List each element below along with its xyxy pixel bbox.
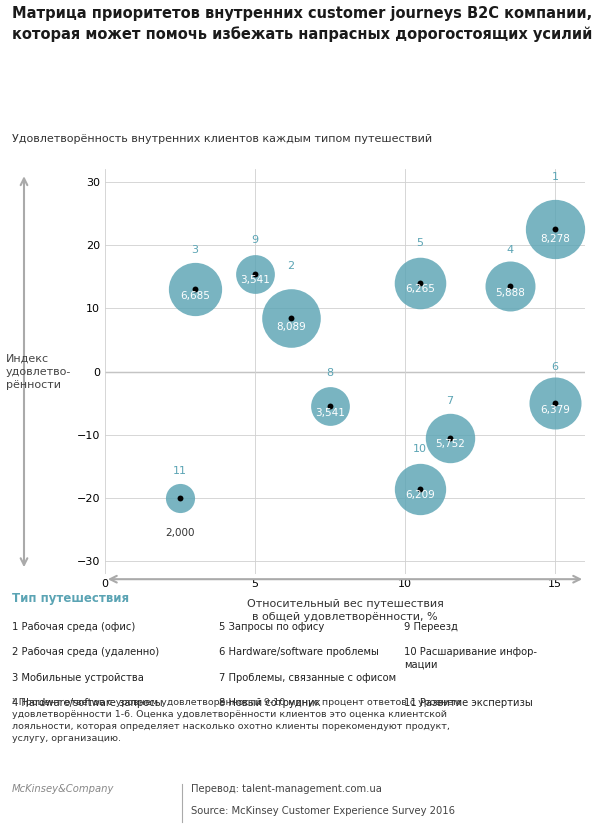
- Text: 1: 1: [551, 172, 559, 182]
- Point: [250, 267, 260, 280]
- Point: [550, 396, 560, 410]
- Point: [415, 277, 425, 290]
- Text: 7: 7: [446, 396, 454, 406]
- Text: 6,685: 6,685: [180, 291, 210, 301]
- Text: 1 Рабочая среда (офис): 1 Рабочая среда (офис): [12, 622, 135, 632]
- Point: [325, 400, 335, 413]
- Text: 6,209: 6,209: [405, 490, 435, 500]
- Text: 11 Развитие экспертизы: 11 Развитие экспертизы: [404, 698, 532, 708]
- Text: ¹ Процент ответов с уровнем удовлетворённости 9-10 минус процент ответов с уровн: ¹ Процент ответов с уровнем удовлетворён…: [12, 698, 461, 743]
- Text: 6,379: 6,379: [540, 405, 570, 415]
- Text: 3 Мобильные устройства: 3 Мобильные устройства: [12, 672, 144, 682]
- Text: Индекс
удовлетво-
рённости: Индекс удовлетво- рённости: [6, 354, 71, 390]
- Point: [445, 431, 455, 444]
- Text: 8: 8: [326, 368, 334, 378]
- Text: 5 Запросы по офису: 5 Запросы по офису: [220, 622, 325, 632]
- Text: 2 Рабочая среда (удаленно): 2 Рабочая среда (удаленно): [12, 648, 159, 657]
- Point: [250, 267, 260, 280]
- Text: 2: 2: [287, 260, 295, 271]
- Text: McKinsey&Company: McKinsey&Company: [12, 784, 115, 794]
- Point: [175, 491, 185, 505]
- Point: [415, 277, 425, 290]
- Point: [325, 400, 335, 413]
- Text: 6: 6: [551, 362, 559, 372]
- Text: 9 Переезд: 9 Переезд: [404, 622, 458, 632]
- Text: 8,278: 8,278: [540, 234, 570, 244]
- Text: Source: McKinsey Customer Experience Survey 2016: Source: McKinsey Customer Experience Sur…: [191, 806, 455, 816]
- Text: 10 Расшаривание инфор-
мации: 10 Расшаривание инфор- мации: [404, 648, 536, 670]
- Text: 8,089: 8,089: [276, 322, 306, 332]
- Point: [286, 311, 296, 325]
- Text: 3: 3: [191, 244, 199, 254]
- Point: [415, 482, 425, 496]
- Text: Матрица приоритетов внутренних customer journeys B2С компании,
которая может пом: Матрица приоритетов внутренних customer …: [12, 6, 592, 41]
- Point: [550, 396, 560, 410]
- Text: Удовлетворённость внутренних клиентов каждым типом путешествий: Удовлетворённость внутренних клиентов ка…: [12, 134, 432, 144]
- Text: 7 Проблемы, связанные с офисом: 7 Проблемы, связанные с офисом: [220, 672, 397, 682]
- Text: 4: 4: [506, 244, 514, 254]
- Text: 3,541: 3,541: [315, 408, 345, 418]
- Text: 6,265: 6,265: [405, 284, 435, 295]
- Text: Тип путешествия: Тип путешествия: [12, 592, 129, 605]
- Text: 4 Hardware/software запросы: 4 Hardware/software запросы: [12, 698, 163, 708]
- Text: Перевод: talent-management.com.ua: Перевод: talent-management.com.ua: [191, 784, 382, 794]
- Text: 6 Hardware/software проблемы: 6 Hardware/software проблемы: [220, 648, 379, 657]
- Text: 11: 11: [173, 466, 187, 476]
- Text: 5: 5: [416, 239, 424, 249]
- Point: [190, 282, 200, 296]
- Point: [175, 491, 185, 505]
- Text: 9: 9: [251, 235, 259, 245]
- Text: 5,752: 5,752: [435, 439, 465, 449]
- Point: [550, 223, 560, 236]
- Point: [505, 280, 515, 293]
- Text: 2,000: 2,000: [165, 528, 195, 538]
- Point: [550, 223, 560, 236]
- Text: Относительный вес путешествия
в общей удовлетворённости, %: Относительный вес путешествия в общей уд…: [247, 599, 443, 622]
- Point: [445, 431, 455, 444]
- Point: [505, 280, 515, 293]
- Point: [286, 311, 296, 325]
- Text: 3,541: 3,541: [240, 275, 270, 285]
- Point: [415, 482, 425, 496]
- Text: 10: 10: [413, 444, 427, 454]
- Text: 8 Новый сотрудник: 8 Новый сотрудник: [220, 698, 321, 708]
- Text: 5,888: 5,888: [495, 287, 525, 297]
- Point: [190, 282, 200, 296]
